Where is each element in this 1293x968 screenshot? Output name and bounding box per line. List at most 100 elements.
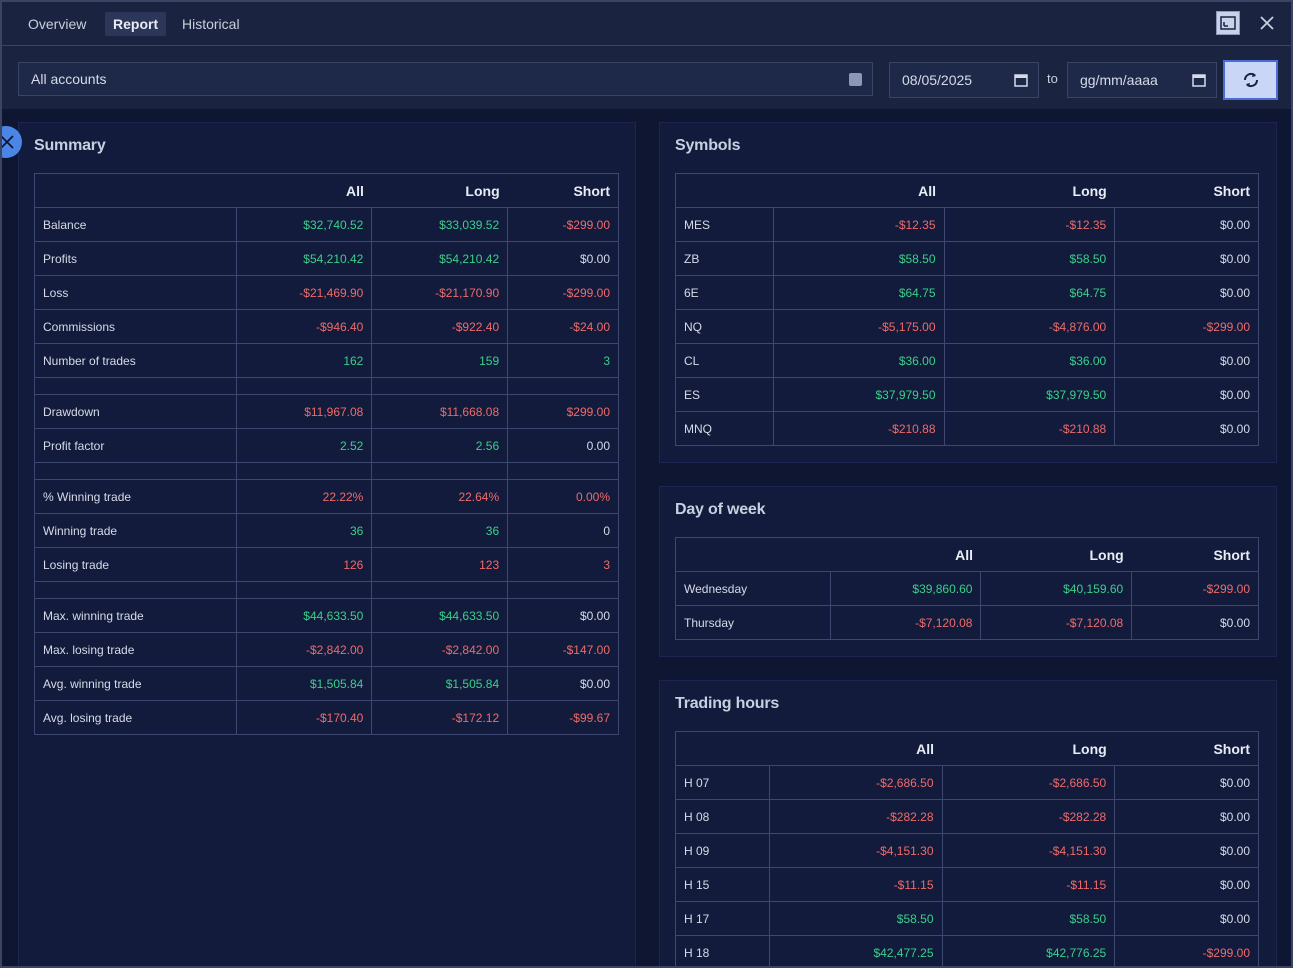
cell-long: $36.00 — [943, 343, 1116, 378]
table-header-row: All Long Short — [34, 173, 619, 208]
cell-all: -$2,842.00 — [235, 632, 373, 667]
table-row: Max. losing trade -$2,842.00 -$2,842.00 -$1… — [34, 632, 619, 667]
cell-all: -$2,686.50 — [768, 765, 943, 800]
separator-cell — [371, 377, 509, 395]
cell-long: $42,776.25 — [941, 935, 1116, 966]
cell-long: $1,505.84 — [371, 666, 509, 701]
cell-long: -$11.15 — [941, 867, 1116, 902]
table-header-row: All Long Short — [675, 731, 1259, 766]
table-separator-row — [34, 377, 619, 395]
row-label: ZB — [675, 241, 774, 276]
cell-short: 0.00 — [507, 428, 619, 463]
cell-short: $0.00 — [1114, 799, 1259, 834]
cell-long: -$21,170.90 — [371, 275, 509, 310]
cell-long: $40,159.60 — [980, 571, 1133, 606]
refresh-button[interactable] — [1223, 60, 1278, 100]
row-label: Avg. winning trade — [34, 666, 237, 701]
row-label: Max. winning trade — [34, 598, 237, 633]
column-header-short: Short — [507, 173, 619, 208]
cell-long: -$2,686.50 — [941, 765, 1116, 800]
row-label: Winning trade — [34, 513, 237, 548]
table-row: Max. winning trade $44,633.50 $44,633.50 $0… — [34, 598, 619, 633]
cell-all: $42,477.25 — [768, 935, 943, 966]
cell-all: -$5,175.00 — [772, 309, 945, 344]
table-row: Avg. losing trade -$170.40 -$172.12 -$99.67 — [34, 700, 619, 735]
table-row: % Winning trade 22.22% 22.64% 0.00% — [34, 479, 619, 514]
cell-all: $58.50 — [772, 241, 945, 276]
cell-all: $36.00 — [772, 343, 945, 378]
cell-all: -$170.40 — [235, 700, 373, 735]
cell-short: $0.00 — [1114, 411, 1259, 446]
table-row: Avg. winning trade $1,505.84 $1,505.84 $0.0… — [34, 666, 619, 701]
tab-report[interactable]: Report — [105, 12, 167, 36]
day-of-week-title: Day of week — [675, 501, 766, 518]
cell-all: $32,740.52 — [235, 207, 373, 242]
cell-short: 0 — [507, 513, 619, 548]
row-label: Balance — [34, 207, 237, 242]
summary-title: Summary — [34, 137, 106, 154]
cell-long: -$922.40 — [371, 309, 509, 344]
cell-all: $58.50 — [768, 901, 943, 936]
cell-short: $0.00 — [507, 598, 619, 633]
column-header-long: Long — [371, 173, 508, 208]
chevron-down-icon — [849, 73, 862, 86]
row-label: Number of trades — [34, 343, 237, 378]
cell-long: $44,633.50 — [371, 598, 509, 633]
summary-table: All Long Short Balance $32,740.52 $33,039.… — [34, 173, 619, 735]
column-header-short: Short — [1114, 731, 1259, 766]
row-label: H 09 — [675, 833, 770, 868]
date-from-input[interactable]: 08/05/2025 — [889, 62, 1039, 98]
calendar-icon — [1014, 74, 1028, 87]
cell-short: $0.00 — [1114, 241, 1259, 276]
column-header-long: Long — [980, 537, 1132, 572]
cell-short: $0.00 — [1114, 207, 1259, 242]
summary-panel: Summary All Long Short Balance $32,740.52… — [18, 122, 636, 966]
row-label: H 08 — [675, 799, 770, 834]
cell-long: 22.64% — [371, 479, 509, 514]
row-label: 6E — [675, 275, 774, 310]
cell-all: -$11.15 — [768, 867, 943, 902]
table-header-row: All Long Short — [675, 173, 1259, 208]
cell-short: -$99.67 — [507, 700, 619, 735]
row-label: Thursday — [675, 605, 831, 640]
cell-short: $0.00 — [1114, 343, 1259, 378]
account-select[interactable]: All accounts — [18, 62, 873, 96]
row-label: H 15 — [675, 867, 770, 902]
date-to-input[interactable]: gg/mm/aaaa — [1067, 62, 1217, 98]
close-icon — [2, 135, 14, 149]
symbols-title: Symbols — [675, 137, 741, 154]
close-icon — [1260, 16, 1274, 30]
table-row: 6E $64.75 $64.75 $0.00 — [675, 275, 1259, 310]
calendar-icon — [1192, 74, 1206, 87]
table-separator-row — [34, 462, 619, 480]
cell-all: 126 — [235, 547, 373, 582]
side-close-button[interactable] — [2, 126, 22, 158]
cell-long: -$210.88 — [943, 411, 1116, 446]
column-header-label — [34, 173, 237, 208]
cell-short: $0.00 — [1114, 377, 1259, 412]
tab-overview[interactable]: Overview — [28, 16, 87, 32]
cell-long: 2.56 — [371, 428, 509, 463]
cell-all: 162 — [235, 343, 373, 378]
cell-short: $0.00 — [1114, 765, 1259, 800]
table-row: ES $37,979.50 $37,979.50 $0.00 — [675, 377, 1259, 412]
row-label: NQ — [675, 309, 774, 344]
maximize-button[interactable] — [1216, 11, 1240, 35]
table-row: Thursday -$7,120.08 -$7,120.08 $0.00 — [675, 605, 1259, 640]
cell-long: 123 — [371, 547, 509, 582]
date-range-to-label: to — [1047, 71, 1058, 86]
tab-historical[interactable]: Historical — [182, 16, 240, 32]
table-separator-row — [34, 581, 619, 599]
separator-cell — [235, 462, 373, 480]
close-button[interactable] — [1256, 12, 1278, 34]
column-header-long: Long — [942, 731, 1115, 766]
cell-short: -$299.00 — [1114, 935, 1259, 966]
separator-cell — [235, 377, 373, 395]
cell-long: $11,668.08 — [371, 394, 509, 429]
cell-long: $54,210.42 — [371, 241, 509, 276]
column-header-all: All — [830, 537, 981, 572]
cell-short: $0.00 — [507, 666, 619, 701]
column-header-short: Short — [1114, 173, 1259, 208]
cell-long: 159 — [371, 343, 509, 378]
